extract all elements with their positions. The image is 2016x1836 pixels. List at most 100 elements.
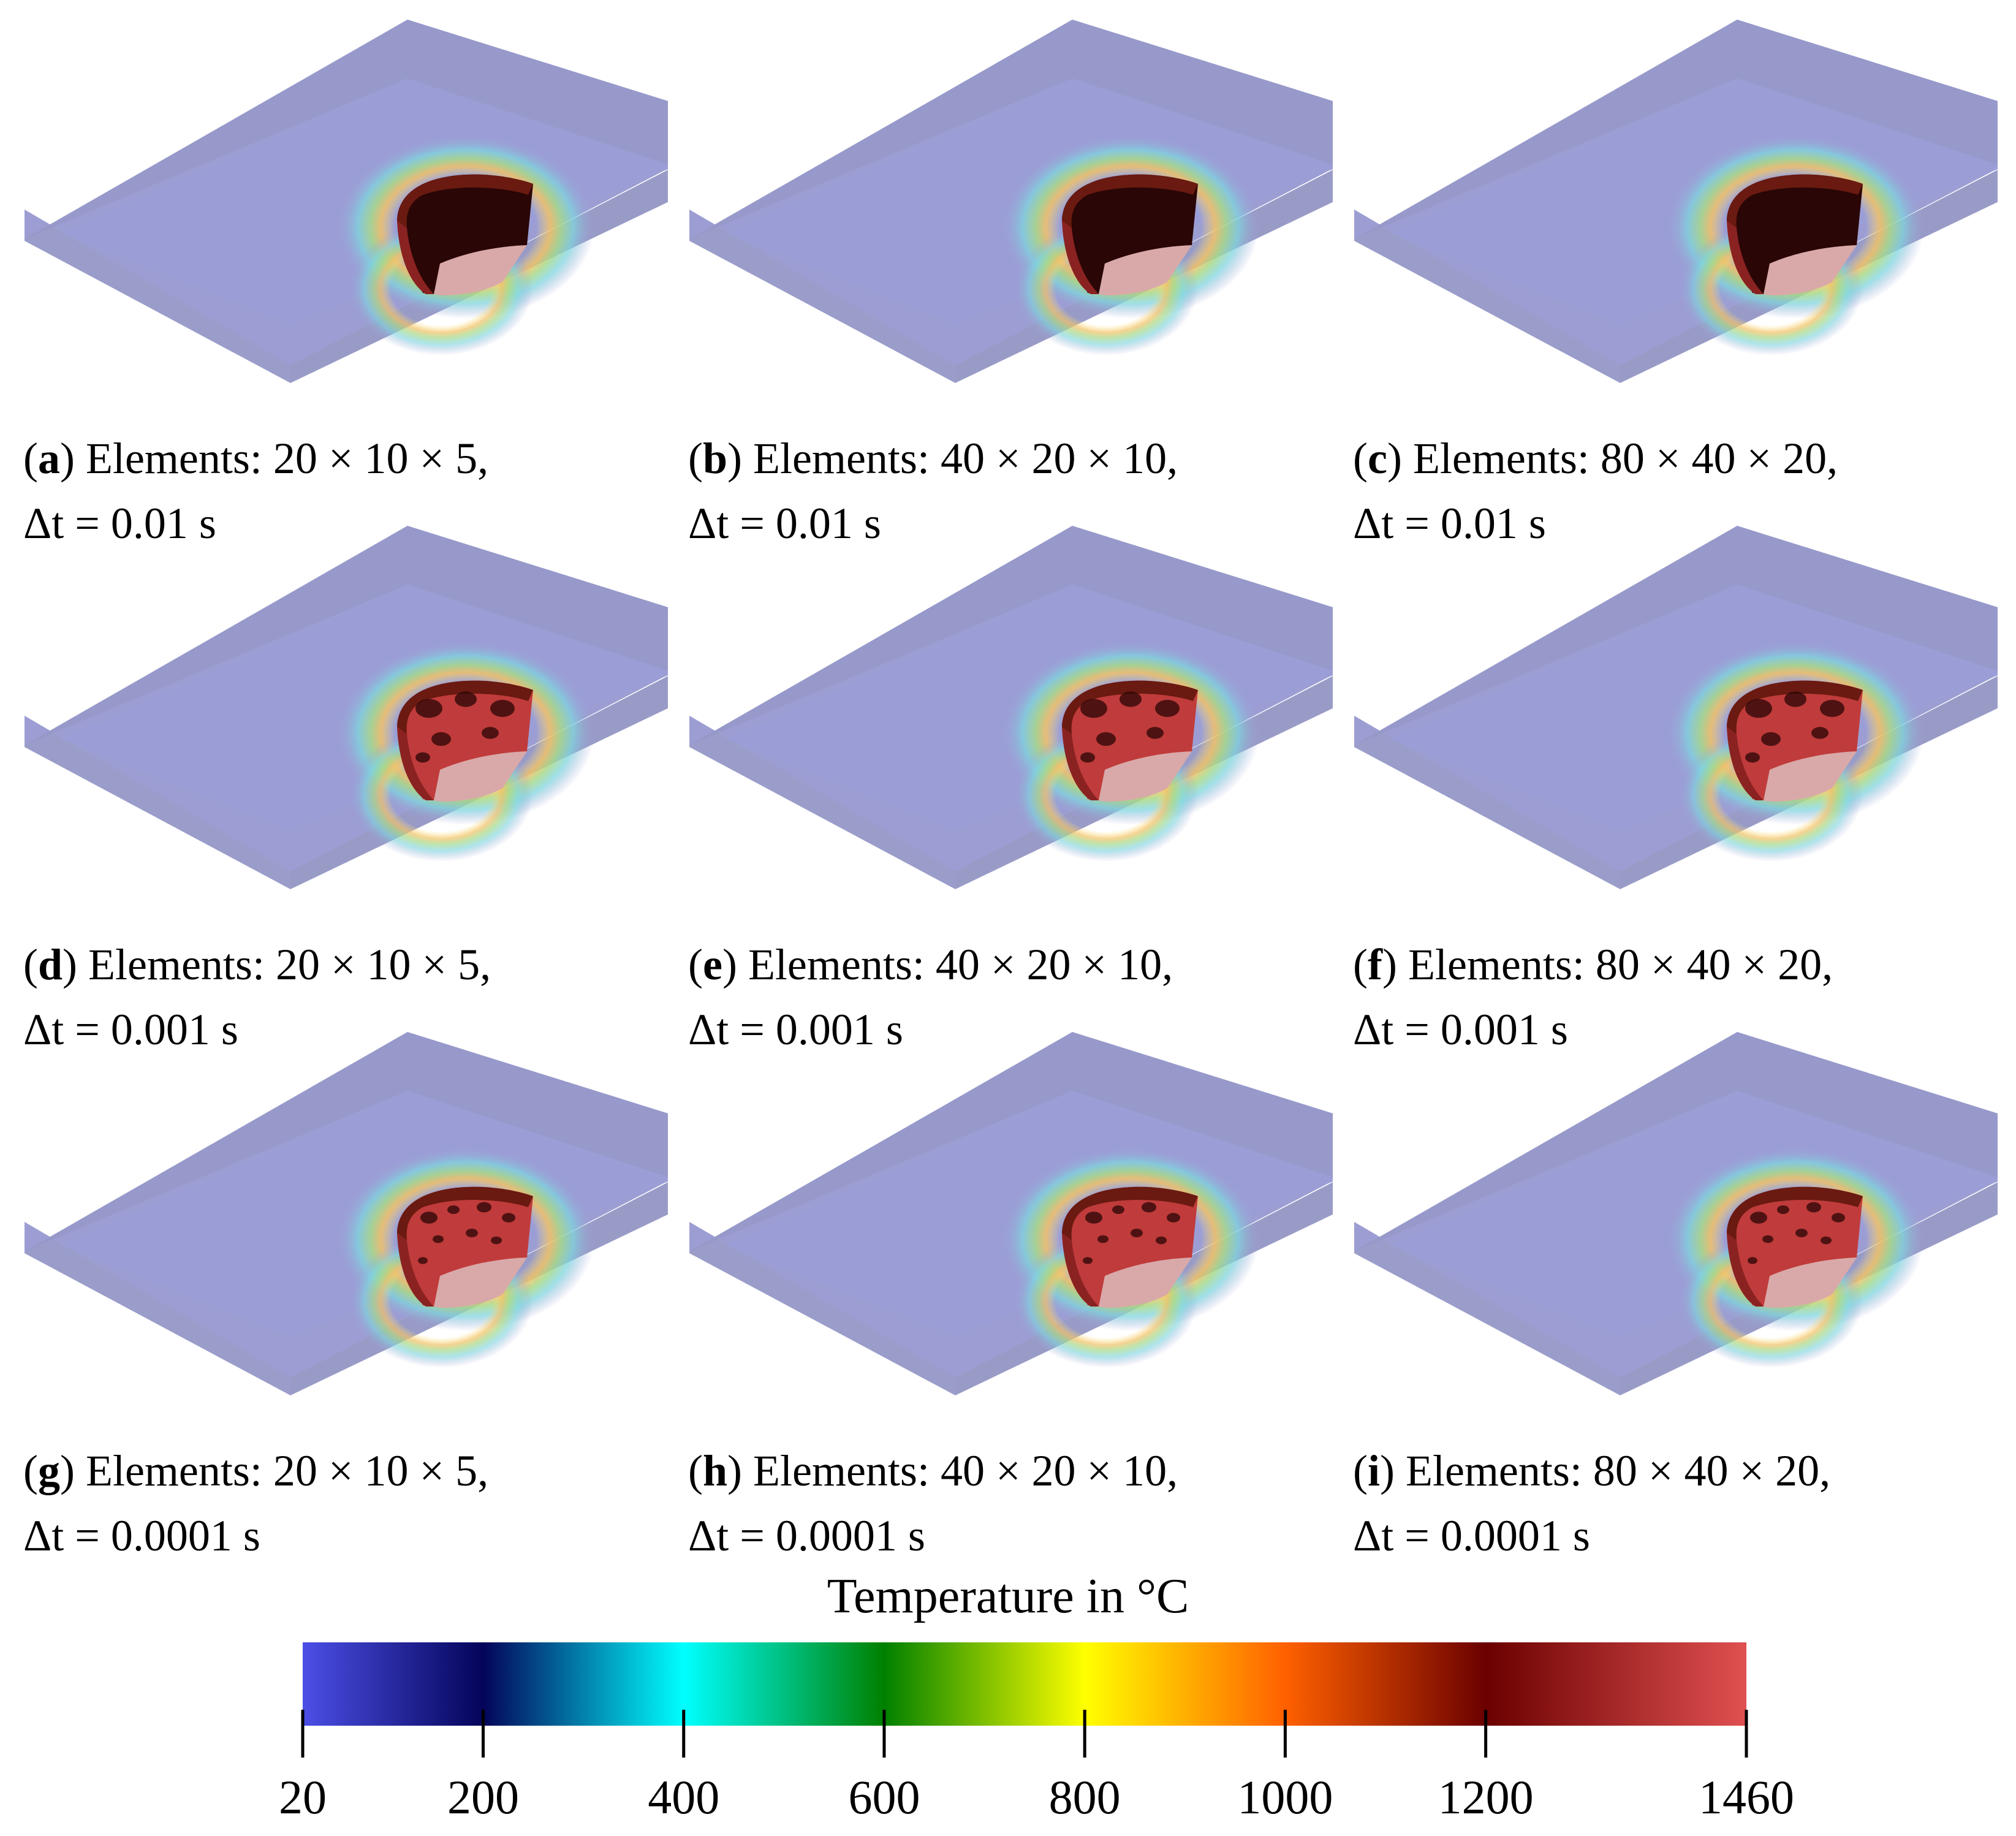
elements-label: Elements:: [753, 434, 930, 483]
melt-pool-floor: [1764, 245, 1857, 295]
plate-left-face: [1354, 716, 1620, 889]
panel-letter: c: [1367, 434, 1387, 483]
time-step-label: Δt = 0.001 s: [23, 1005, 238, 1054]
melt-pool-wall: [1727, 174, 1863, 294]
panel-letter: i: [1367, 1446, 1380, 1495]
colorbar-tick-label: 1460: [1699, 1770, 1794, 1824]
plate-left-face: [689, 1222, 955, 1395]
melt-pool-render: [25, 20, 668, 383]
panel-caption: (d) Elements: 20 × 10 × 5, Δt = 0.001 s: [23, 932, 491, 1062]
plate-left-face: [689, 210, 955, 383]
colorbar-tick-label: 800: [1048, 1770, 1121, 1824]
melt-pool-rim: [397, 680, 533, 734]
melt-pool-wall: [1062, 174, 1198, 294]
plate-left-face: [25, 1222, 290, 1395]
panel-caption: (a) Elements: 20 × 10 × 5, Δt = 0.01 s: [23, 426, 488, 556]
time-step-label: Δt = 0.0001 s: [23, 1511, 260, 1560]
time-step-label: Δt = 0.001 s: [688, 1005, 903, 1054]
panel-letter: d: [37, 940, 63, 989]
time-step-label: Δt = 0.01 s: [688, 499, 881, 548]
time-step-label: Δt = 0.01 s: [1353, 499, 1546, 548]
panel-caption: (i) Elements: 80 × 40 × 20, Δt = 0.0001 …: [1353, 1438, 1830, 1568]
plate-left-face: [25, 716, 290, 889]
melt-pool-rim: [1727, 174, 1863, 228]
melt-pool-rim: [1062, 1186, 1198, 1240]
elements-label: Elements:: [753, 1446, 930, 1495]
melt-pool-render: [1354, 20, 1998, 383]
colorbar-tick-label: 200: [447, 1770, 519, 1824]
element-dims: 20 × 10 × 5,: [275, 940, 491, 989]
melt-pool-floor: [434, 1258, 527, 1308]
colorbar-tick-label: 400: [648, 1770, 720, 1824]
elements-label: Elements:: [88, 940, 265, 989]
caption-line-1: (h) Elements: 40 × 20 × 10,: [688, 1446, 1178, 1495]
elements-label: Elements:: [748, 940, 925, 989]
caption-line-1: (f) Elements: 80 × 40 × 20,: [1353, 940, 1833, 989]
melt-pool-floor: [1764, 1258, 1857, 1308]
melt-pool-floor: [1099, 751, 1192, 802]
melt-pool-floor: [434, 751, 527, 802]
melt-pool-rim: [397, 1186, 533, 1240]
elements-label: Elements:: [1412, 434, 1590, 483]
panel-letter: g: [37, 1446, 60, 1495]
melt-pool-render: [1354, 526, 1998, 889]
panel-caption: (g) Elements: 20 × 10 × 5, Δt = 0.0001 s: [23, 1438, 488, 1568]
melt-pool-rim: [1062, 680, 1198, 734]
melt-pool-floor: [1099, 245, 1192, 295]
element-dims: 40 × 20 × 10,: [940, 434, 1178, 483]
panel-letter: b: [702, 434, 728, 483]
caption-line-1: (c) Elements: 80 × 40 × 20,: [1353, 434, 1838, 483]
panel-caption: (b) Elements: 40 × 20 × 10, Δt = 0.01 s: [688, 426, 1178, 556]
melt-pool-render: [25, 526, 668, 889]
caption-line-1: (b) Elements: 40 × 20 × 10,: [688, 434, 1178, 483]
caption-line-1: (e) Elements: 40 × 20 × 10,: [688, 940, 1173, 989]
plate-left-face: [25, 210, 290, 383]
caption-line-1: (d) Elements: 20 × 10 × 5,: [23, 940, 491, 989]
panel-letter: a: [37, 434, 60, 483]
melt-pool-render: [689, 1032, 1333, 1395]
melt-pool-rim: [1062, 174, 1198, 228]
caption-line-1: (a) Elements: 20 × 10 × 5,: [23, 434, 489, 483]
colorbar-title: Temperature in °C: [827, 1569, 1189, 1623]
element-dims: 20 × 10 × 5,: [273, 1446, 489, 1495]
time-step-label: Δt = 0.01 s: [23, 499, 216, 548]
panel-caption: (c) Elements: 80 × 40 × 20, Δt = 0.01 s: [1353, 426, 1838, 556]
elements-label: Elements:: [1405, 1446, 1582, 1495]
plate-left-face: [1354, 1222, 1620, 1395]
caption-line-1: (i) Elements: 80 × 40 × 20,: [1353, 1446, 1831, 1495]
melt-pool-render: [689, 526, 1333, 889]
panel-caption: (f) Elements: 80 × 40 × 20, Δt = 0.001 s: [1353, 932, 1833, 1062]
melt-pool-rim: [397, 174, 533, 228]
element-dims: 80 × 40 × 20,: [1593, 1446, 1831, 1495]
elements-label: Elements:: [85, 1446, 262, 1495]
melt-pool-render: [1354, 1032, 1998, 1395]
time-step-label: Δt = 0.0001 s: [1353, 1511, 1590, 1560]
plate-left-face: [689, 716, 955, 889]
melt-pool-rim: [1727, 1186, 1863, 1240]
element-dims: 20 × 10 × 5,: [273, 434, 489, 483]
element-dims: 80 × 40 × 20,: [1595, 940, 1833, 989]
panel-caption: (e) Elements: 40 × 20 × 10, Δt = 0.001 s: [688, 932, 1173, 1062]
panel-letter: f: [1367, 940, 1382, 989]
elements-label: Elements:: [1408, 940, 1585, 989]
panel-caption: (h) Elements: 40 × 20 × 10, Δt = 0.0001 …: [688, 1438, 1178, 1568]
colorbar-tick-label: 1000: [1237, 1770, 1333, 1824]
melt-pool-floor: [1099, 1258, 1192, 1308]
melt-pool-render: [25, 1032, 668, 1395]
elements-label: Elements:: [85, 434, 262, 483]
colorbar-tick-label: 1200: [1438, 1770, 1534, 1824]
element-dims: 40 × 20 × 10,: [935, 940, 1173, 989]
plate-left-face: [1354, 210, 1620, 383]
time-step-label: Δt = 0.0001 s: [688, 1511, 925, 1560]
panel-letter: e: [702, 940, 722, 989]
melt-pool-wall: [397, 174, 533, 294]
panel-letter: h: [702, 1446, 728, 1495]
time-step-label: Δt = 0.001 s: [1353, 1005, 1568, 1054]
colorbar: [303, 1642, 1746, 1726]
colorbar-tick-label: 600: [848, 1770, 920, 1824]
colorbar-tick-label: 20: [279, 1770, 327, 1824]
melt-pool-render: [689, 20, 1333, 383]
melt-pool-rim: [1727, 680, 1863, 734]
caption-line-1: (g) Elements: 20 × 10 × 5,: [23, 1446, 489, 1495]
element-dims: 80 × 40 × 20,: [1600, 434, 1838, 483]
